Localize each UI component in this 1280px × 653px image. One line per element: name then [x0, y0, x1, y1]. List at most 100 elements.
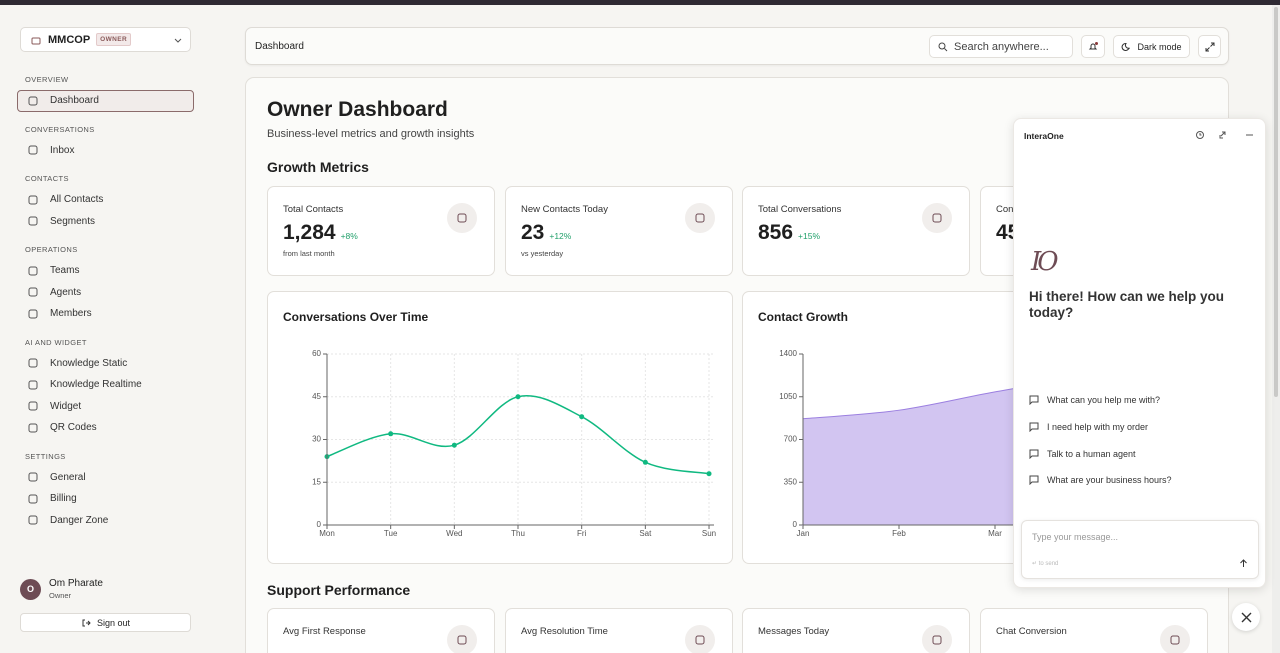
message-input[interactable]: Type your message... ↵ to send: [1021, 520, 1259, 579]
icon-shape: [28, 309, 38, 319]
nav-section: AI AND WIDGET Knowledge Static Knowledge R…: [17, 334, 194, 439]
nav-section: OPERATIONS Teams Agents Members: [17, 241, 194, 325]
nav-item[interactable]: All Contacts: [17, 189, 194, 211]
stat-icon: [685, 625, 715, 653]
bell-icon: [1088, 41, 1098, 49]
icon: [28, 515, 38, 525]
widget-brand: InteraOne: [1024, 131, 1064, 141]
nav-items: General Billing Danger Zone: [17, 465, 194, 532]
search-box[interactable]: Search anywhere...: [929, 35, 1073, 58]
send-hint: ↵ to send: [1032, 561, 1059, 567]
fullscreen-button[interactable]: [1198, 35, 1221, 58]
nav-item[interactable]: Dashboard: [17, 90, 194, 112]
icon-shape: [28, 195, 38, 205]
greeting: Hi there! How can we help you today?: [1029, 289, 1225, 320]
icon: [28, 96, 38, 106]
nav-item-label: Widget: [50, 400, 82, 412]
stat-number: 1,284: [283, 221, 336, 244]
nav-item[interactable]: General: [17, 467, 194, 489]
point: [451, 442, 457, 448]
nav-item[interactable]: Knowledge Static: [17, 353, 194, 375]
icon-shape: [457, 213, 467, 223]
icon: [28, 423, 38, 433]
nav-item[interactable]: QR Codes: [17, 417, 194, 439]
nav-section-title: CONTACTS: [25, 174, 69, 183]
stat-number: 23: [521, 221, 545, 244]
icon-shape: [28, 216, 38, 226]
nav-item[interactable]: Knowledge Realtime: [17, 374, 194, 396]
icon-shape: [28, 515, 38, 525]
sign-out-label: Sign out: [96, 617, 131, 628]
suggestion[interactable]: What are your business hours?: [1029, 475, 1172, 486]
y-tick-label: 1400: [779, 349, 797, 358]
widget-controls[interactable]: [1195, 130, 1257, 140]
nav-section-title: SETTINGS: [25, 451, 66, 461]
nav-item-label: Segments: [50, 215, 96, 227]
nav-item-label: Teams: [50, 265, 80, 277]
nav-item[interactable]: Agents: [17, 282, 194, 304]
icon-shape: [28, 145, 38, 155]
workspace-switcher[interactable]: MMCOP OWNER: [20, 27, 191, 52]
y-tick-label: 0: [793, 520, 798, 529]
sign-out-button[interactable]: Sign out: [20, 613, 191, 632]
point: [706, 471, 712, 477]
icon-shape: [28, 401, 38, 411]
dark-mode-label: Dark mode: [1137, 41, 1182, 52]
close-widget-button[interactable]: [1232, 603, 1260, 631]
nav-item[interactable]: Billing: [17, 488, 194, 510]
chat-icon: [1029, 475, 1039, 486]
role-badge: OWNER: [96, 33, 132, 46]
stat-change: +15%: [798, 231, 821, 241]
nav-item[interactable]: Teams: [17, 260, 194, 282]
icon: [28, 195, 38, 205]
page-title: Owner Dashboard: [267, 98, 448, 121]
scroll-thumb: [1274, 7, 1278, 397]
chat-icon-shape: [1029, 395, 1039, 405]
avatar: O: [20, 578, 41, 600]
chevron: [174, 38, 182, 43]
icon-shape: [695, 213, 705, 223]
suggestion[interactable]: What can you help me with?: [1029, 395, 1160, 405]
icon: [932, 635, 942, 645]
suggestion[interactable]: Talk to a human agent: [1029, 449, 1136, 459]
nav-section: CONTACTS All Contacts Segments: [17, 170, 194, 232]
widget-logo: IO: [1031, 247, 1059, 277]
stat-label: Avg First Response: [283, 626, 366, 637]
nav-item[interactable]: Members: [17, 303, 194, 325]
stat-icon: [447, 203, 477, 233]
chart-title: Conversations Over Time: [283, 310, 429, 324]
nav-section: SETTINGS General Billing Danger Zone: [17, 448, 194, 532]
stat-icon: [685, 203, 715, 233]
nav-item-label: Dashboard: [50, 95, 99, 107]
stat-change: +8%: [340, 231, 358, 241]
search-placeholder: Search anywhere...: [954, 40, 1049, 53]
nav-item[interactable]: Widget: [17, 396, 194, 418]
suggestion[interactable]: I need help with my order: [1029, 422, 1148, 432]
stat-label: Total Conversations: [758, 204, 842, 215]
point: [388, 431, 394, 437]
stat-value: 1,284 +8%: [283, 221, 358, 245]
stat-number: 856: [758, 221, 794, 244]
x-tick-label: Wed: [446, 529, 462, 538]
stat-card: New Contacts Today 23 +12% vs yesterday: [505, 186, 733, 276]
notifications-button[interactable]: [1081, 35, 1105, 58]
nav-section-title: OVERVIEW: [25, 75, 69, 84]
dark-mode-button[interactable]: Dark mode: [1113, 35, 1190, 58]
expand-icon: [1205, 42, 1214, 51]
x-tick-label: Mon: [319, 529, 335, 538]
nav-item[interactable]: Segments: [17, 211, 194, 233]
nav-item-label: QR Codes: [50, 422, 97, 434]
icon-shape: [28, 287, 38, 297]
chat-icon: [1029, 422, 1039, 432]
nav-item[interactable]: Danger Zone: [17, 510, 194, 532]
icon: [932, 213, 942, 223]
icon-shape: [28, 96, 38, 106]
nav-section-title: AI AND WIDGET: [25, 337, 87, 347]
send-button[interactable]: [1239, 559, 1248, 568]
nav-item-label: Billing: [50, 493, 77, 505]
nav-section-title: OPERATIONS: [25, 245, 78, 254]
nav-item[interactable]: Inbox: [17, 140, 194, 162]
icon-shape: [28, 494, 38, 504]
user-profile: O Om Pharate Owner: [20, 578, 200, 600]
stat-card: Messages Today: [742, 608, 970, 653]
